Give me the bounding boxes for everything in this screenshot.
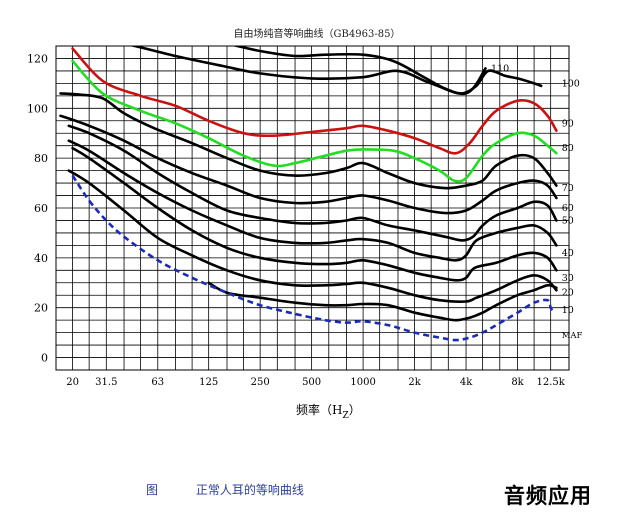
curve-90 [71, 47, 558, 155]
curve-label-20: 20 [562, 288, 574, 299]
curve-label-50: 50 [562, 215, 574, 226]
x-axis-label-end: ） [349, 403, 361, 417]
x-tick-label: 1000 [350, 377, 375, 388]
y-tick-label: 40 [34, 252, 48, 265]
x-tick-label: 31.5 [95, 377, 117, 388]
curve-label-110: 110 [491, 63, 509, 74]
curve-label-40: 40 [562, 248, 574, 259]
curve-maf [71, 174, 555, 342]
x-tick-label: 8k [511, 377, 524, 388]
y-tick-label: 80 [34, 152, 48, 165]
curve-label-90: 90 [562, 118, 574, 129]
curve-10 [207, 281, 558, 322]
x-axis: 20 31.5 63 125 250 500 1000 2k 4k 8k 12.5k [66, 377, 566, 388]
x-axis-label: 频率（HZ） [296, 402, 361, 421]
x-tick-label: 250 [251, 377, 270, 388]
y-tick-label: 120 [27, 52, 48, 65]
figure-caption: 图 正常人耳的等响曲线 [146, 481, 304, 498]
x-axis-label-sub: Z [342, 411, 348, 421]
curve-70 [59, 92, 558, 190]
curve-40 [67, 139, 558, 262]
curve-label-100: 100 [562, 78, 580, 89]
figure-caption-text: 正常人耳的等响曲线 [195, 483, 304, 497]
y-tick-label: 0 [41, 352, 48, 365]
curve-label-30: 30 [562, 273, 574, 284]
y-tick-label: 100 [27, 102, 48, 115]
curves [59, 46, 558, 342]
curve-60 [59, 114, 558, 215]
curve-50 [67, 124, 558, 242]
x-tick-label: 4k [460, 377, 473, 388]
curve-110 [129, 46, 487, 96]
x-tick-label: 20 [66, 377, 79, 388]
y-tick-label: 60 [34, 202, 48, 215]
curve-label-70: 70 [562, 183, 574, 194]
curve-label-60: 60 [562, 203, 574, 214]
curve-label-10: 10 [562, 305, 574, 316]
x-tick-label: 12.5k [537, 377, 566, 388]
x-tick-label: 500 [302, 377, 321, 388]
x-tick-label: 2k [408, 377, 421, 388]
figure-number: 图 [146, 483, 159, 497]
curve-label-80: 80 [562, 143, 574, 154]
curve-100 [231, 46, 543, 95]
curve-80 [71, 59, 558, 183]
plot-frame [55, 45, 570, 371]
chart-title: 自由场纯音等响曲线（GB4963-85） [234, 27, 401, 40]
curve-label-maf: MAF [562, 331, 583, 341]
x-tick-label: 63 [151, 377, 164, 388]
y-tick-label: 20 [34, 302, 48, 315]
x-tick-label: 125 [199, 377, 218, 388]
curve-20 [67, 169, 558, 303]
curve-30 [71, 146, 558, 282]
x-axis-label-main: 频率（H [296, 402, 342, 417]
y-axis: 0 20 40 60 80 100 120 [27, 52, 48, 364]
watermark-text: 音频应用 [504, 484, 592, 508]
